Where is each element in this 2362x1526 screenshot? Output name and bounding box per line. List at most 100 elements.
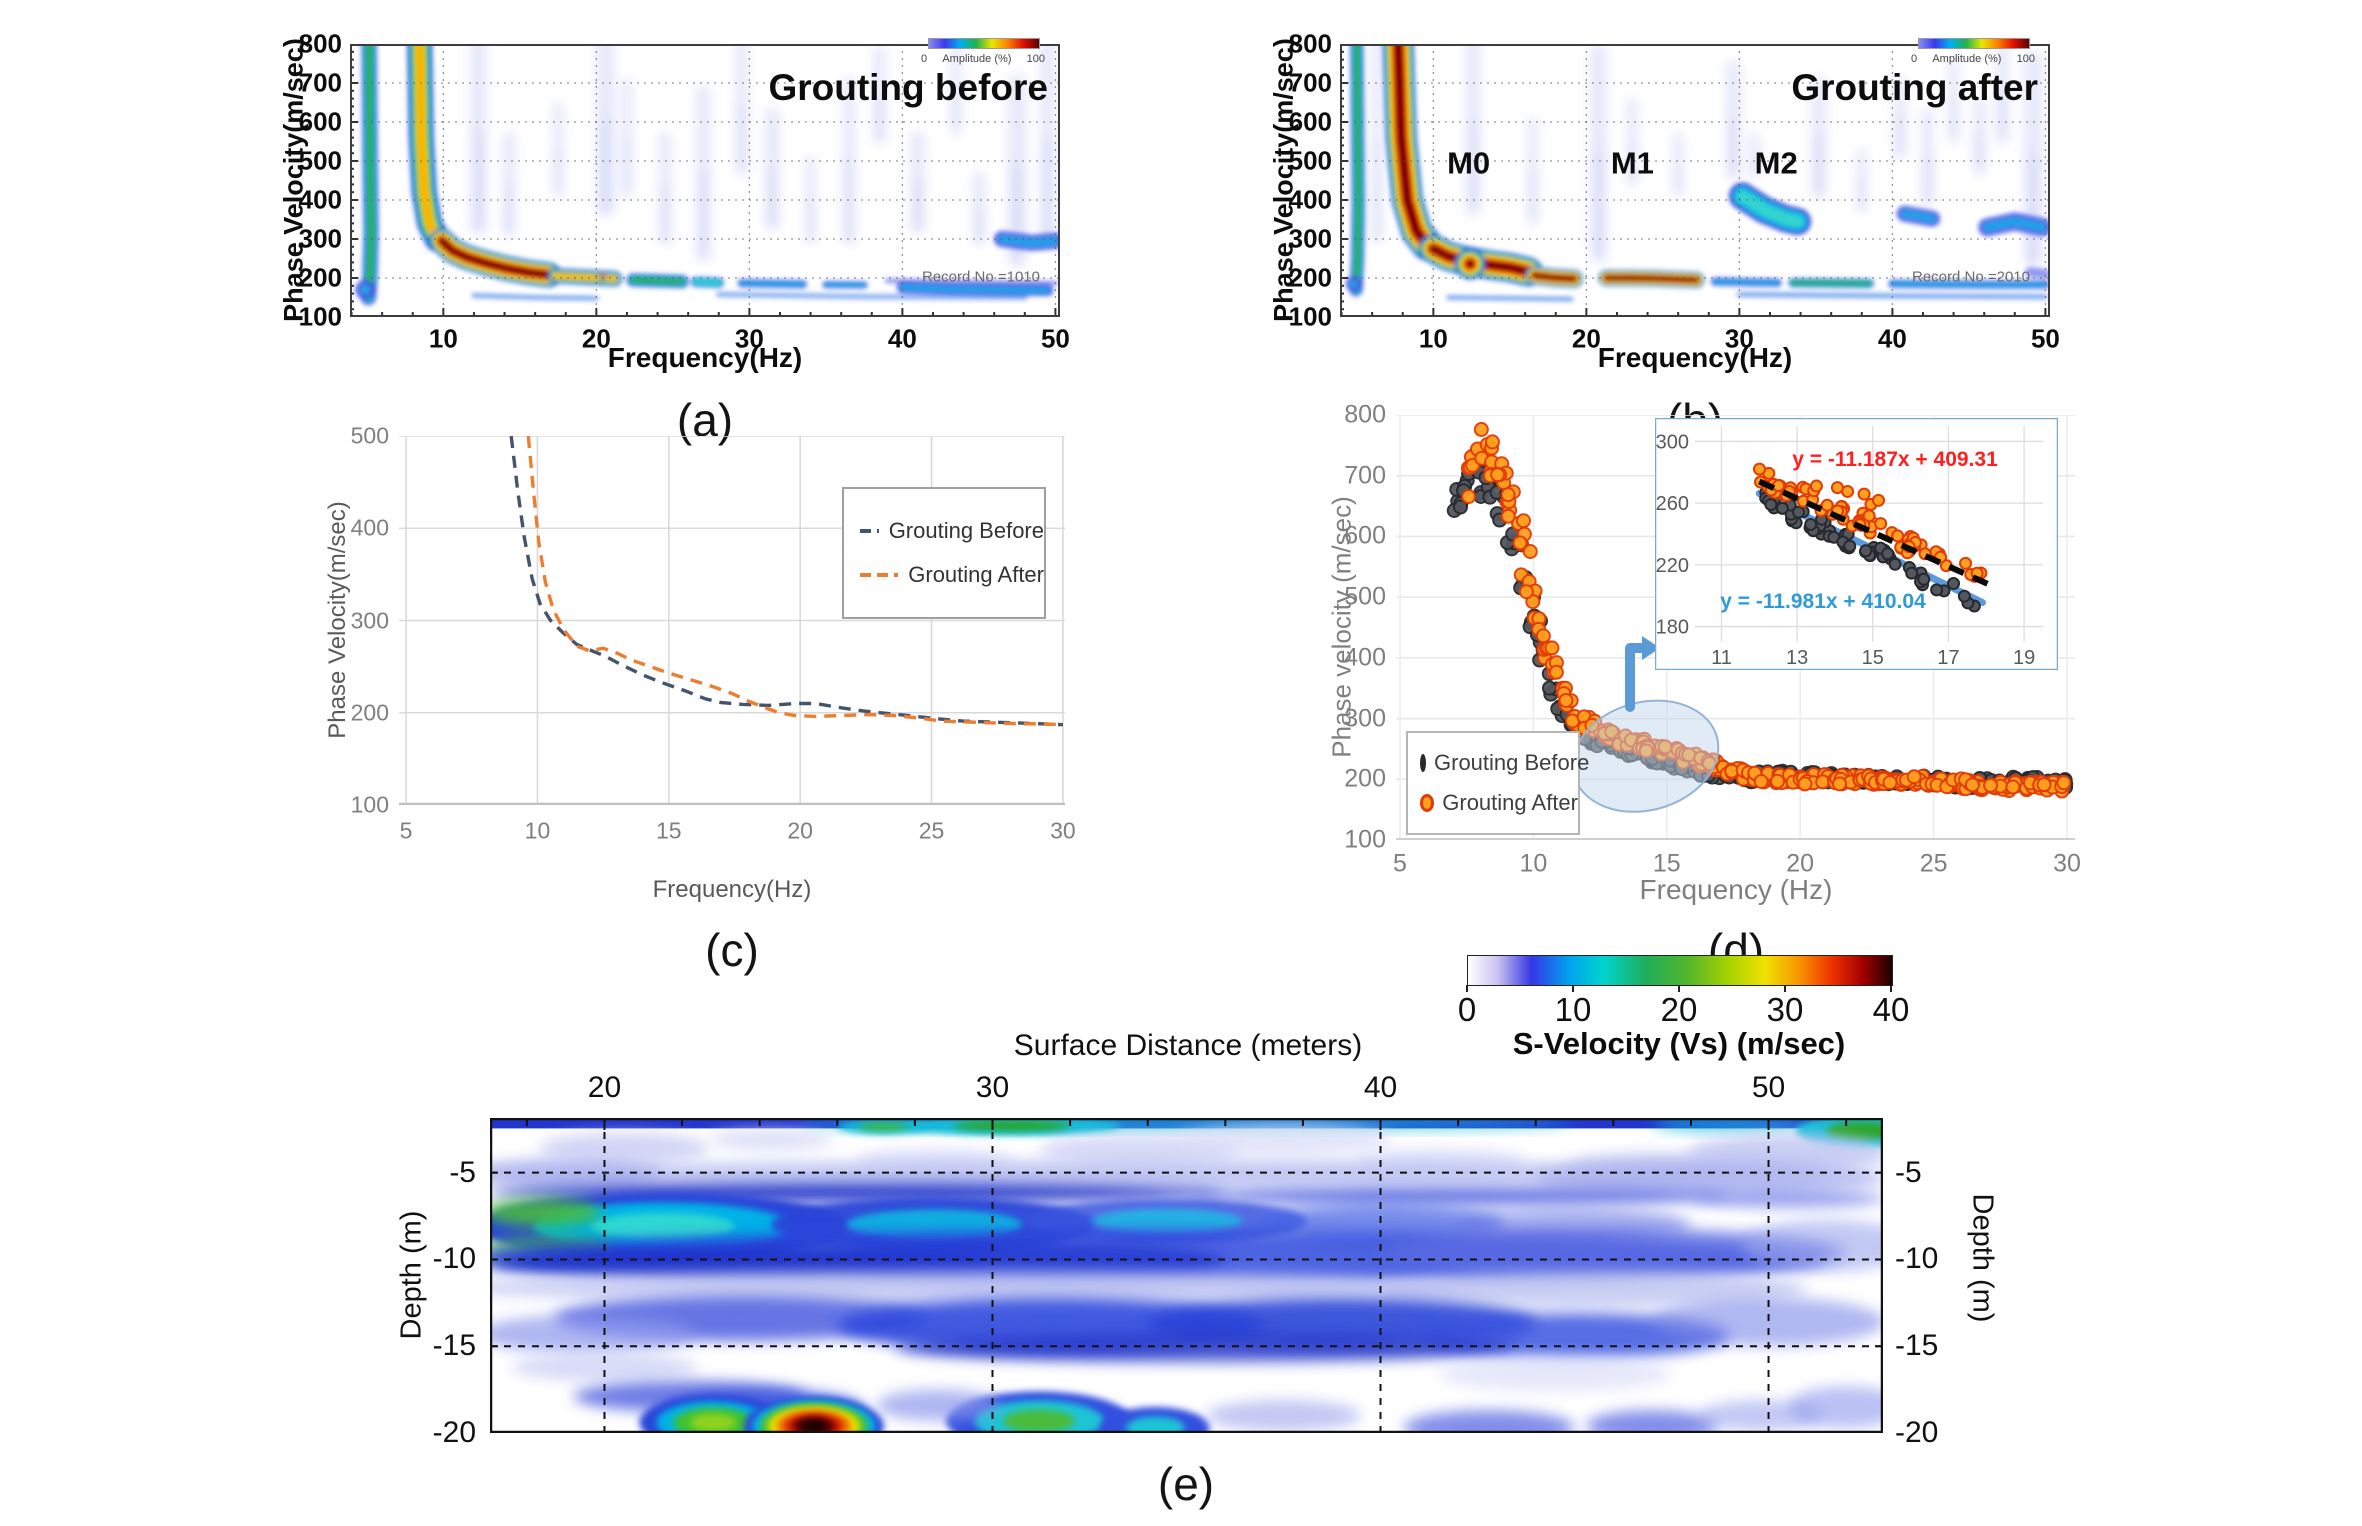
tick-label: 800 <box>1288 28 1332 59</box>
tick-label: -20 <box>1895 1416 1939 1449</box>
dashed-fit-line <box>1758 478 1992 588</box>
mode-annotation: M0 <box>1447 145 1490 180</box>
colorbar-tick: 30 <box>1766 991 1804 1028</box>
legend-label: Grouting Before <box>888 518 1044 543</box>
colorbar-max: 100 <box>1026 53 1045 65</box>
tick-label: 500 <box>298 145 342 176</box>
tick-label: 100 <box>298 301 342 332</box>
depth-axis-label-right: Depth (m) <box>1966 1193 1999 1323</box>
legend-dash-swatch <box>860 529 879 533</box>
tick-label: 600 <box>298 106 342 137</box>
panel-letter-c: (c) <box>705 924 759 976</box>
amplitude-colorbar <box>928 38 1040 49</box>
tick-label: 40 <box>887 323 917 354</box>
amplitude-colorbar-labels: 0 Amplitude (%) 100 <box>1911 53 2035 65</box>
colorbar-tick: 10 <box>1554 991 1592 1028</box>
curve-1 <box>526 436 1063 727</box>
zoom-inset-chart: y = -11.187x + 409.31 y = -11.981x + 410.… <box>1655 418 2058 670</box>
tick-label: 500 <box>1344 582 1386 611</box>
legend-item-before: Grouting Before <box>1420 750 1589 776</box>
x-axis-label: Frequency (Hz) <box>1639 874 1833 905</box>
colorbar-tick: 20 <box>1660 991 1698 1028</box>
y-axis-label: Phase Velocity(m/sec) <box>324 501 351 739</box>
x-axis-label: Frequency(Hz) <box>652 876 812 903</box>
tick-label: 10 <box>1519 849 1548 878</box>
inset-scatter-after <box>1752 462 1988 583</box>
tick-label: 300 <box>298 223 342 254</box>
legend-dot-swatch <box>1420 794 1435 812</box>
tick-label: 50 <box>1751 1071 1786 1104</box>
colorbar-tick-mark <box>1890 985 1892 992</box>
legend-dash-swatch <box>860 573 899 577</box>
svg-text:13: 13 <box>1786 647 1808 669</box>
legend-label: Grouting After <box>908 562 1044 587</box>
legend-item-after: Grouting After <box>1420 790 1578 816</box>
tick-label: 500 <box>350 422 389 449</box>
tick-label: 600 <box>1344 521 1386 550</box>
tick-label: 200 <box>1288 262 1332 293</box>
legend-item-before: Grouting Before <box>860 518 1044 544</box>
colorbar-tick-mark <box>1572 985 1574 992</box>
panel-letter-e: (e) <box>1157 1458 1215 1510</box>
tick-label: -5 <box>449 1155 476 1189</box>
legend-label: Grouting Before <box>1434 750 1590 775</box>
tick-label: 25 <box>1919 849 1948 878</box>
tick-label: 20 <box>1571 323 1601 354</box>
colorbar-max: 100 <box>2016 53 2035 65</box>
svg-text:180: 180 <box>1656 617 1689 639</box>
x-axis-label: Frequency(Hz) <box>607 342 803 373</box>
zoom-arrow <box>1625 636 1660 712</box>
gridlines <box>490 1118 1883 1433</box>
panel-b-title: Grouting after <box>1791 67 2038 108</box>
tick-label: 400 <box>1344 643 1386 672</box>
s-velocity-colorbar <box>1467 955 1893 986</box>
panel-letter-a: (a) <box>676 394 734 446</box>
colorbar-tick-mark <box>1466 985 1468 992</box>
tick-label: 30 <box>2053 849 2081 878</box>
tick-label: -10 <box>1895 1242 1939 1276</box>
colorbar-min: 0 <box>921 53 928 65</box>
amplitude-colorbar <box>1918 38 2030 49</box>
tick-label: -20 <box>432 1416 476 1449</box>
mode-annotation: M1 <box>1611 145 1654 180</box>
tick-label: 15 <box>656 817 682 844</box>
tick-label: 20 <box>581 323 611 354</box>
colorbar-tick: 40 <box>1872 991 1910 1028</box>
tick-label: 20 <box>587 1071 622 1104</box>
tick-label: 10 <box>1418 323 1448 354</box>
tick-label: 700 <box>298 67 342 98</box>
tick-label: -15 <box>432 1329 476 1363</box>
fit-equation-red: y = -11.187x + 409.31 <box>1792 448 1998 471</box>
dispersion-energy <box>1345 44 2050 302</box>
svg-text:260: 260 <box>1656 493 1689 515</box>
svg-text:300: 300 <box>1656 431 1689 453</box>
velocity-section <box>490 1118 1883 1433</box>
tick-label: 15 <box>1652 849 1681 878</box>
tick-label: 25 <box>918 817 945 844</box>
tick-label: 30 <box>734 323 764 354</box>
legend-dot-swatch <box>1420 754 1426 772</box>
legend-item-after: Grouting After <box>860 562 1044 588</box>
tick-label: 10 <box>428 323 458 354</box>
panel-a-title: Grouting before <box>768 67 1048 108</box>
tick-label: 10 <box>524 817 551 844</box>
colorbar-tick: 0 <box>1457 991 1477 1028</box>
colorbar-tick-mark <box>1784 985 1786 992</box>
tick-label: 200 <box>1344 764 1386 793</box>
x-axis-label: Surface Distance (meters) <box>1013 1029 1363 1062</box>
tick-label: -5 <box>1895 1155 1922 1189</box>
dispersion-plot-after: M0 M1 M2 <box>1340 44 2050 317</box>
tick-label: 50 <box>1040 323 1070 354</box>
legend-label: Grouting After <box>1442 790 1578 815</box>
tick-label: 600 <box>1288 106 1332 137</box>
record-number: Record No =2010 <box>1912 268 2030 286</box>
tick-label: 300 <box>1288 223 1332 254</box>
tick-label: 30 <box>1050 817 1076 844</box>
tick-label: 700 <box>1288 67 1332 98</box>
scatter-chart <box>1396 415 2075 840</box>
record-number: Record No =1010 <box>922 268 1040 286</box>
legend: Grouting Before Grouting After <box>842 487 1046 619</box>
tick-label: 500 <box>1288 145 1332 176</box>
tick-label: 40 <box>1877 323 1907 354</box>
